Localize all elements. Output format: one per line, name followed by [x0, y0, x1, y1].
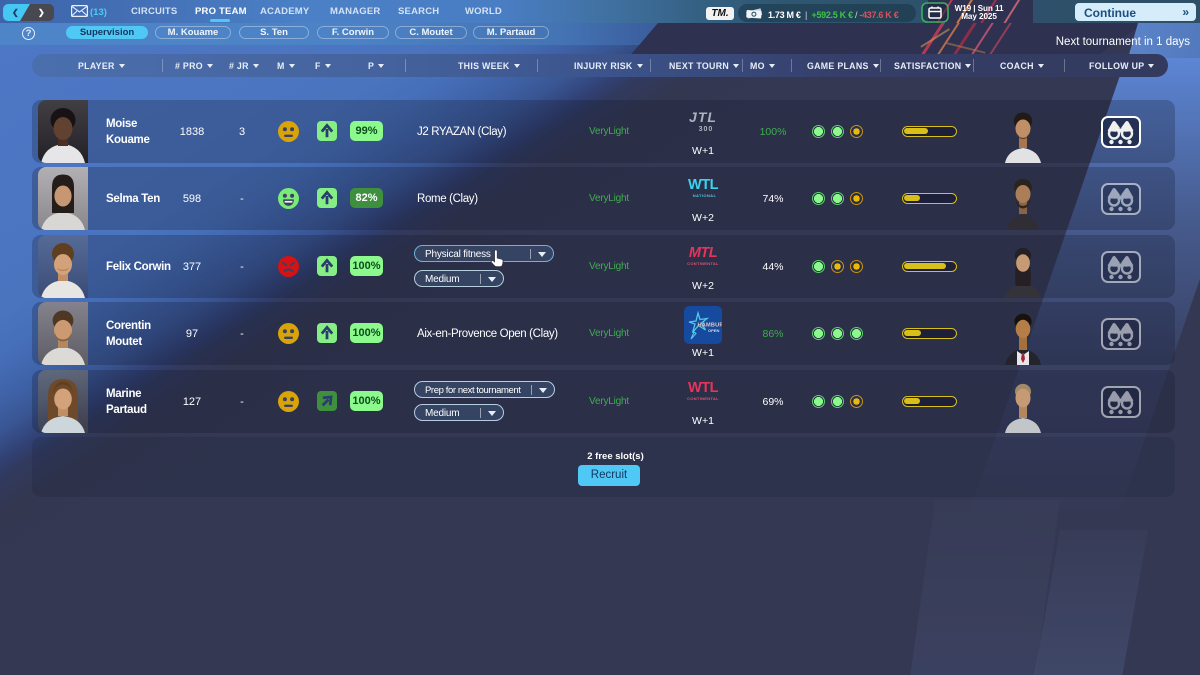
svg-text:OPEN: OPEN — [708, 328, 719, 333]
svg-text:HAMBURG: HAMBURG — [698, 323, 723, 329]
